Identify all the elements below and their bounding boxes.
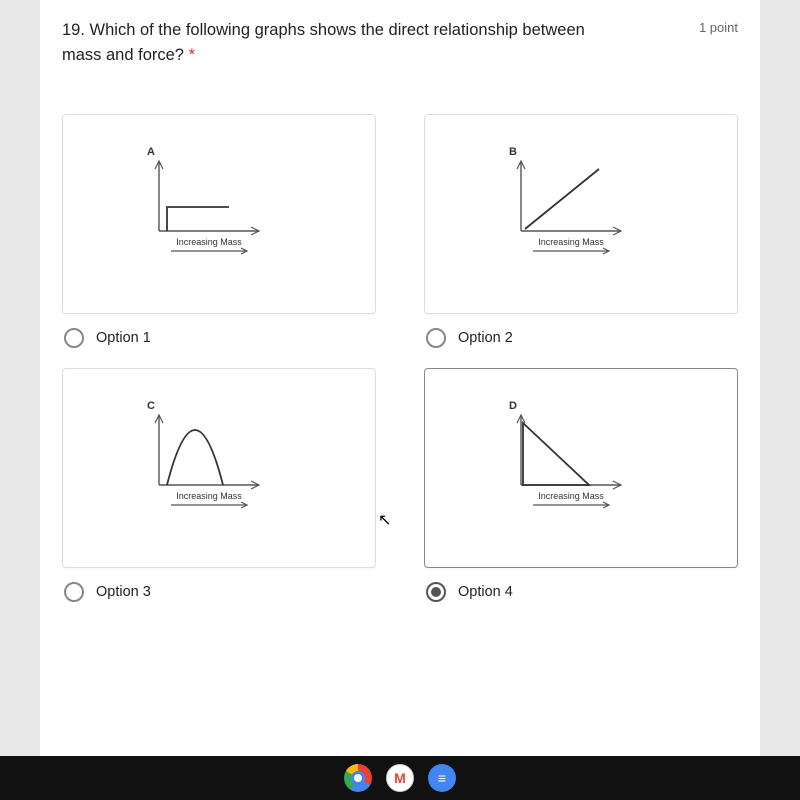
option-label: Option 4 bbox=[458, 584, 513, 600]
x-axis-label: Increasing Mass bbox=[176, 237, 242, 247]
radio-row[interactable]: Option 3 bbox=[62, 582, 376, 602]
taskbar: M ≡ bbox=[0, 756, 800, 800]
graph-box[interactable]: A Increasing Force Increasing Mass bbox=[62, 114, 376, 314]
option-label: Option 3 bbox=[96, 584, 151, 600]
graph-letter: A bbox=[147, 147, 155, 158]
gmail-icon[interactable]: M bbox=[386, 764, 414, 792]
radio-button[interactable] bbox=[64, 328, 84, 348]
question-number: 19. bbox=[62, 21, 85, 39]
radio-row[interactable]: Option 2 bbox=[424, 328, 738, 348]
x-axis-label: Increasing Mass bbox=[176, 491, 242, 501]
question-body: Which of the following graphs shows the … bbox=[62, 21, 585, 64]
option-label: Option 2 bbox=[458, 330, 513, 346]
points-label: 1 point bbox=[699, 20, 738, 35]
radio-button[interactable] bbox=[426, 328, 446, 348]
radio-row[interactable]: Option 1 bbox=[62, 328, 376, 348]
radio-button[interactable] bbox=[64, 582, 84, 602]
graph-box[interactable]: D Increasing Force Increasing Mass bbox=[424, 368, 738, 568]
graph-box[interactable]: B Increasing Force Increasing Mass bbox=[424, 114, 738, 314]
graph-svg: B Increasing Force Increasing Mass bbox=[493, 147, 643, 285]
graph-letter: B bbox=[509, 147, 517, 158]
option-cell[interactable]: D Increasing Force Increasing Mass Optio… bbox=[424, 368, 738, 602]
graph-letter: C bbox=[147, 401, 155, 412]
chrome-icon[interactable] bbox=[344, 764, 372, 792]
x-axis-label: Increasing Mass bbox=[538, 491, 604, 501]
x-axis-label: Increasing Mass bbox=[538, 237, 604, 247]
option-label: Option 1 bbox=[96, 330, 151, 346]
radio-row[interactable]: Option 4 bbox=[424, 582, 738, 602]
options-grid: A Increasing Force Increasing Mass Optio… bbox=[62, 114, 738, 602]
question-text: 19. Which of the following graphs shows … bbox=[62, 18, 622, 68]
option-cell[interactable]: A Increasing Force Increasing Mass Optio… bbox=[62, 114, 376, 348]
required-marker: * bbox=[189, 46, 195, 64]
graph-svg: C Increasing Force Increasing Mass bbox=[131, 401, 281, 539]
docs-icon[interactable]: ≡ bbox=[428, 764, 456, 792]
option-cell[interactable]: B Increasing Force Increasing Mass Optio… bbox=[424, 114, 738, 348]
question-card: 19. Which of the following graphs shows … bbox=[40, 0, 760, 760]
graph-svg: D Increasing Force Increasing Mass bbox=[493, 401, 643, 539]
graph-box[interactable]: C Increasing Force Increasing Mass bbox=[62, 368, 376, 568]
option-cell[interactable]: C Increasing Force Increasing Mass Optio… bbox=[62, 368, 376, 602]
question-header: 19. Which of the following graphs shows … bbox=[62, 18, 738, 68]
radio-button[interactable] bbox=[426, 582, 446, 602]
graph-letter: D bbox=[509, 401, 517, 412]
graph-svg: A Increasing Force Increasing Mass bbox=[131, 147, 281, 285]
